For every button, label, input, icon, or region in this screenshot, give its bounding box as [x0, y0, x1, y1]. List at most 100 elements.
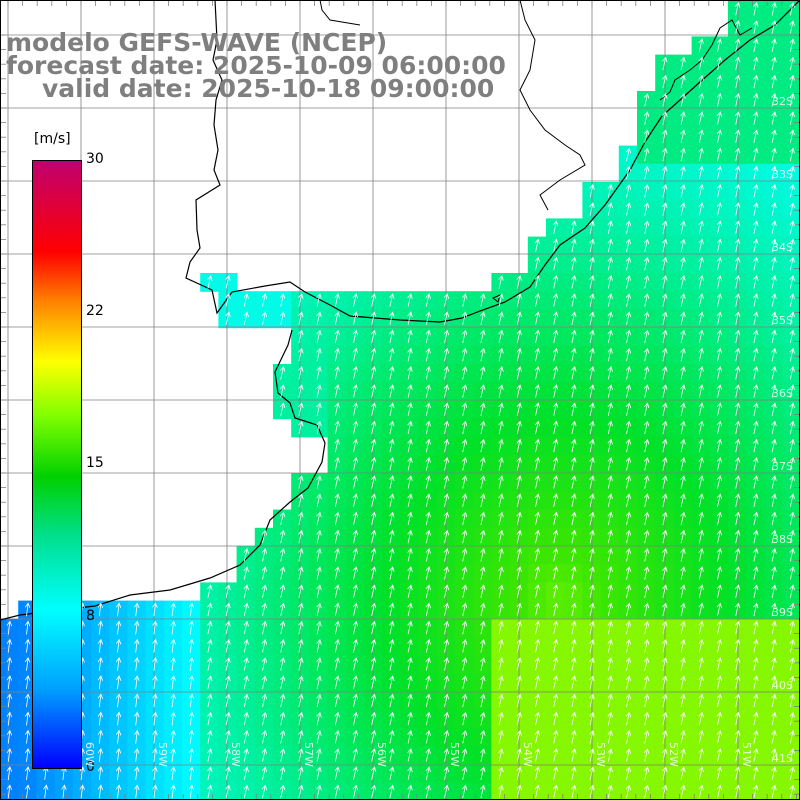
- wind-arrow: [716, 620, 723, 635]
- wind-arrow: [753, 274, 759, 289]
- wind-arrow: [334, 729, 340, 744]
- wind-arrow: [534, 456, 541, 471]
- wind-arrow: [716, 147, 723, 162]
- wind-arrow: [789, 202, 795, 216]
- wind-arrow: [498, 384, 504, 398]
- wind-arrow: [662, 147, 668, 162]
- wind-arrow: [298, 693, 304, 708]
- wind-arrow: [261, 293, 268, 307]
- wind-arrow: [734, 92, 741, 107]
- wind-arrow: [389, 693, 395, 708]
- wind-arrow: [6, 656, 13, 671]
- wind-arrow: [24, 729, 31, 744]
- wind-arrow: [225, 657, 231, 671]
- wind-arrow: [334, 529, 340, 544]
- wind-arrow: [771, 602, 777, 617]
- wind-arrow: [716, 238, 723, 253]
- wind-arrow: [771, 657, 777, 671]
- colorbar-tick-label: 30: [86, 151, 104, 167]
- wind-arrow: [662, 766, 668, 780]
- wind-arrow: [534, 293, 541, 307]
- wind-arrow: [771, 638, 777, 653]
- wind-arrow: [734, 620, 741, 635]
- wind-arrow: [607, 711, 613, 726]
- wind-arrow: [188, 602, 195, 617]
- wind-arrow: [461, 547, 468, 562]
- wind-arrow: [571, 566, 577, 580]
- wind-arrow: [370, 638, 377, 653]
- wind-arrow: [480, 420, 486, 435]
- wind-arrow: [789, 56, 795, 71]
- wind-arrow: [571, 584, 577, 598]
- wind-arrow: [6, 620, 13, 635]
- wind-arrow: [734, 529, 741, 544]
- wind-arrow: [134, 766, 140, 781]
- wind-arrow: [461, 420, 468, 435]
- wind-arrow: [771, 529, 777, 544]
- wind-arrow: [370, 293, 377, 307]
- wind-arrow: [643, 329, 650, 344]
- wind-arrow: [625, 238, 632, 253]
- wind-arrow: [753, 20, 759, 34]
- wind-arrow: [625, 202, 632, 216]
- wind-arrow: [789, 256, 795, 271]
- wind-arrow: [443, 475, 450, 489]
- wind-arrow: [334, 675, 340, 689]
- wind-arrow: [425, 711, 431, 726]
- wind-arrow: [789, 220, 795, 234]
- wind-arrow: [261, 311, 268, 325]
- wind-arrow: [207, 602, 213, 617]
- wind-arrow: [352, 456, 359, 471]
- wind-arrow: [662, 420, 668, 435]
- wind-arrow: [352, 511, 359, 526]
- wind-arrow: [279, 748, 286, 762]
- wind-arrow: [589, 493, 595, 507]
- wind-arrow: [698, 202, 704, 216]
- wind-arrow: [425, 602, 431, 617]
- wind-arrow: [170, 656, 176, 671]
- wind-arrow: [771, 420, 777, 435]
- wind-arrow: [789, 165, 795, 180]
- wind-arrow: [370, 384, 377, 398]
- lon-label: 52W: [667, 742, 680, 767]
- wind-arrow: [134, 675, 140, 690]
- wind-arrow: [716, 475, 723, 489]
- wind-arrow: [571, 693, 577, 708]
- wind-arrow: [552, 365, 559, 380]
- wind-arrow: [607, 256, 613, 271]
- wind-arrow: [698, 456, 704, 471]
- wind-arrow: [443, 529, 450, 544]
- wind-arrow: [589, 183, 595, 198]
- wind-arrow: [789, 329, 795, 344]
- wind-arrow: [97, 784, 104, 799]
- wind-arrow: [552, 347, 559, 362]
- wind-arrow: [443, 456, 450, 471]
- wind-arrow: [279, 711, 286, 726]
- wind-arrow: [753, 147, 759, 162]
- wind-arrow: [461, 711, 468, 726]
- wind-arrow: [625, 347, 632, 362]
- wind-arrow: [753, 529, 759, 544]
- wind-arrow: [734, 493, 741, 507]
- wind-arrow: [443, 293, 450, 307]
- wind-arrow: [298, 311, 304, 325]
- wind-arrow: [753, 729, 759, 744]
- wind-arrow: [534, 420, 541, 435]
- wind-arrow: [662, 220, 668, 234]
- wind-arrow: [625, 784, 632, 799]
- wind-arrow: [716, 311, 723, 325]
- wind-arrow: [389, 675, 395, 689]
- wind-arrow: [607, 420, 613, 435]
- wind-arrow: [261, 711, 268, 726]
- wind-arrow: [734, 1, 741, 16]
- wind-arrow: [480, 784, 486, 799]
- wind-arrow: [571, 347, 577, 362]
- wind-arrow: [589, 420, 595, 435]
- wind-arrow: [680, 147, 686, 162]
- wind-arrow: [643, 584, 650, 598]
- wind-arrow: [480, 365, 486, 380]
- wind-arrow: [625, 402, 632, 416]
- wind-arrow: [771, 147, 777, 162]
- wind-arrow: [680, 638, 686, 653]
- wind-arrow: [298, 329, 304, 344]
